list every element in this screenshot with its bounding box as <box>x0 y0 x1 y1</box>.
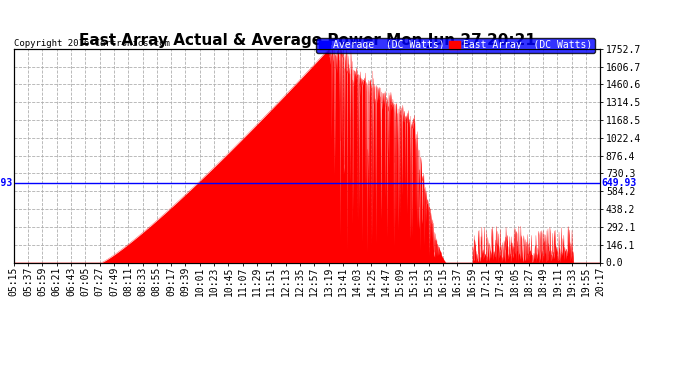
Title: East Array Actual & Average Power Mon Jun 27 20:21: East Array Actual & Average Power Mon Ju… <box>79 33 535 48</box>
Legend: Average  (DC Watts), East Array  (DC Watts): Average (DC Watts), East Array (DC Watts… <box>315 38 595 53</box>
Text: Copyright 2016 Cartronics.com: Copyright 2016 Cartronics.com <box>14 39 170 48</box>
Text: 649.93: 649.93 <box>0 178 12 188</box>
Text: 649.93: 649.93 <box>602 178 637 188</box>
